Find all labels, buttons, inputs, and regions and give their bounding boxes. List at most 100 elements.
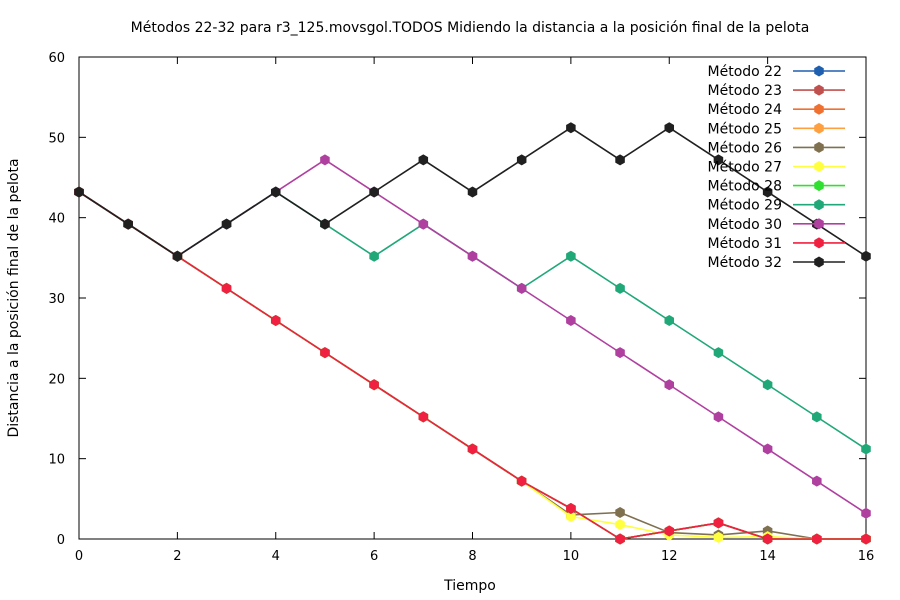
data-point [320, 154, 330, 166]
data-point [270, 186, 281, 198]
legend-swatch-marker [814, 65, 824, 77]
data-point [221, 282, 232, 294]
data-point [615, 154, 625, 166]
x-tick-label: 2 [173, 549, 181, 564]
data-point [812, 533, 822, 545]
data-point [418, 411, 429, 423]
legend-entry: Método 22 [708, 64, 845, 80]
x-tick-label: 6 [370, 549, 378, 564]
legend-entry: Método 27 [708, 160, 845, 176]
y-tick-label: 20 [48, 372, 65, 387]
y-tick-label: 0 [57, 533, 65, 548]
legend-entry: Método 30 [708, 217, 845, 233]
data-point [615, 533, 625, 545]
data-point [369, 379, 379, 391]
data-point [664, 525, 675, 537]
data-point [762, 379, 773, 391]
legend-label: Método 32 [708, 255, 782, 271]
data-point [369, 250, 379, 262]
data-point [713, 531, 724, 543]
data-point [861, 507, 871, 519]
legend-entry: Método 24 [708, 102, 845, 118]
data-point [713, 411, 724, 423]
legend-entry: Método 25 [708, 121, 845, 137]
legend-swatch-marker [814, 141, 824, 153]
legend-swatch-marker [814, 161, 824, 172]
data-point [566, 314, 576, 326]
chart-title: Métodos 22-32 para r3_125.movsgol.TODOS … [131, 20, 810, 36]
legend-entry: Método 32 [708, 255, 845, 271]
x-tick-label: 4 [272, 549, 280, 564]
legend-label: Método 29 [708, 198, 782, 214]
data-point [713, 154, 724, 166]
legend-swatch-marker [814, 256, 824, 268]
data-point [861, 533, 871, 545]
y-tick-label: 10 [48, 453, 65, 468]
legend-swatch-marker [814, 180, 824, 192]
x-tick-label: 0 [75, 549, 83, 564]
legend-entry: Método 31 [708, 236, 845, 252]
axes: 0 2 4 6 8 10 12 14 16 0 10 20 30 40 50 60 [48, 51, 874, 564]
data-point [270, 314, 281, 326]
legend-swatch-marker [814, 103, 824, 115]
series-32 [74, 122, 871, 262]
legend-entry: Método 26 [708, 140, 845, 156]
legend-label: Método 31 [708, 236, 782, 252]
data-point [467, 443, 478, 455]
data-point [812, 475, 822, 487]
legend: Método 22 Método 23 Método 24 Método 25 Méto… [708, 64, 845, 271]
data-point [320, 347, 330, 359]
data-point [369, 186, 379, 198]
legend-label: Método 28 [708, 179, 782, 195]
legend-swatch-marker [814, 122, 824, 134]
legend-label: Método 26 [708, 140, 783, 156]
data-point [762, 186, 773, 198]
legend-label: Método 24 [708, 102, 783, 118]
x-axis-label: Tiempo [443, 578, 496, 594]
x-tick-label: 12 [661, 549, 678, 564]
y-tick-label: 30 [48, 292, 65, 307]
data-point [516, 154, 527, 166]
legend-label: Método 30 [708, 217, 782, 233]
data-point [664, 122, 675, 134]
legend-swatch-marker [814, 84, 824, 96]
data-point [566, 502, 576, 514]
data-point [418, 218, 429, 230]
legend-swatch-marker [814, 199, 824, 211]
legend-swatch-marker [814, 218, 824, 230]
data-point [221, 218, 232, 230]
data-point [74, 186, 84, 198]
data-point [123, 218, 133, 230]
data-point [615, 282, 625, 294]
legend-label: Método 27 [708, 160, 782, 176]
data-point [615, 506, 625, 518]
legend-swatch-marker [814, 237, 824, 249]
data-point [812, 411, 822, 423]
data-point [467, 250, 478, 262]
data-point [762, 443, 773, 455]
data-point [861, 250, 871, 262]
data-point [713, 347, 724, 359]
data-point [664, 314, 675, 326]
data-point [762, 533, 773, 545]
data-point [713, 517, 724, 529]
data-point [516, 475, 527, 487]
data-point [320, 218, 330, 230]
legend-entry: Método 29 [708, 198, 845, 214]
x-tick-label: 14 [759, 549, 776, 564]
data-point [418, 154, 429, 166]
legend-entry: Método 23 [708, 83, 845, 99]
x-tick-label: 16 [858, 549, 875, 564]
data-point [861, 443, 871, 455]
series-layer [74, 122, 871, 545]
data-point [664, 379, 675, 391]
data-point [467, 186, 478, 198]
legend-label: Método 25 [708, 121, 782, 137]
data-point [516, 282, 527, 294]
legend-label: Método 22 [708, 64, 782, 80]
x-tick-label: 10 [563, 549, 580, 564]
data-point [172, 250, 183, 262]
data-point [615, 519, 625, 531]
y-tick-label: 60 [48, 51, 65, 66]
